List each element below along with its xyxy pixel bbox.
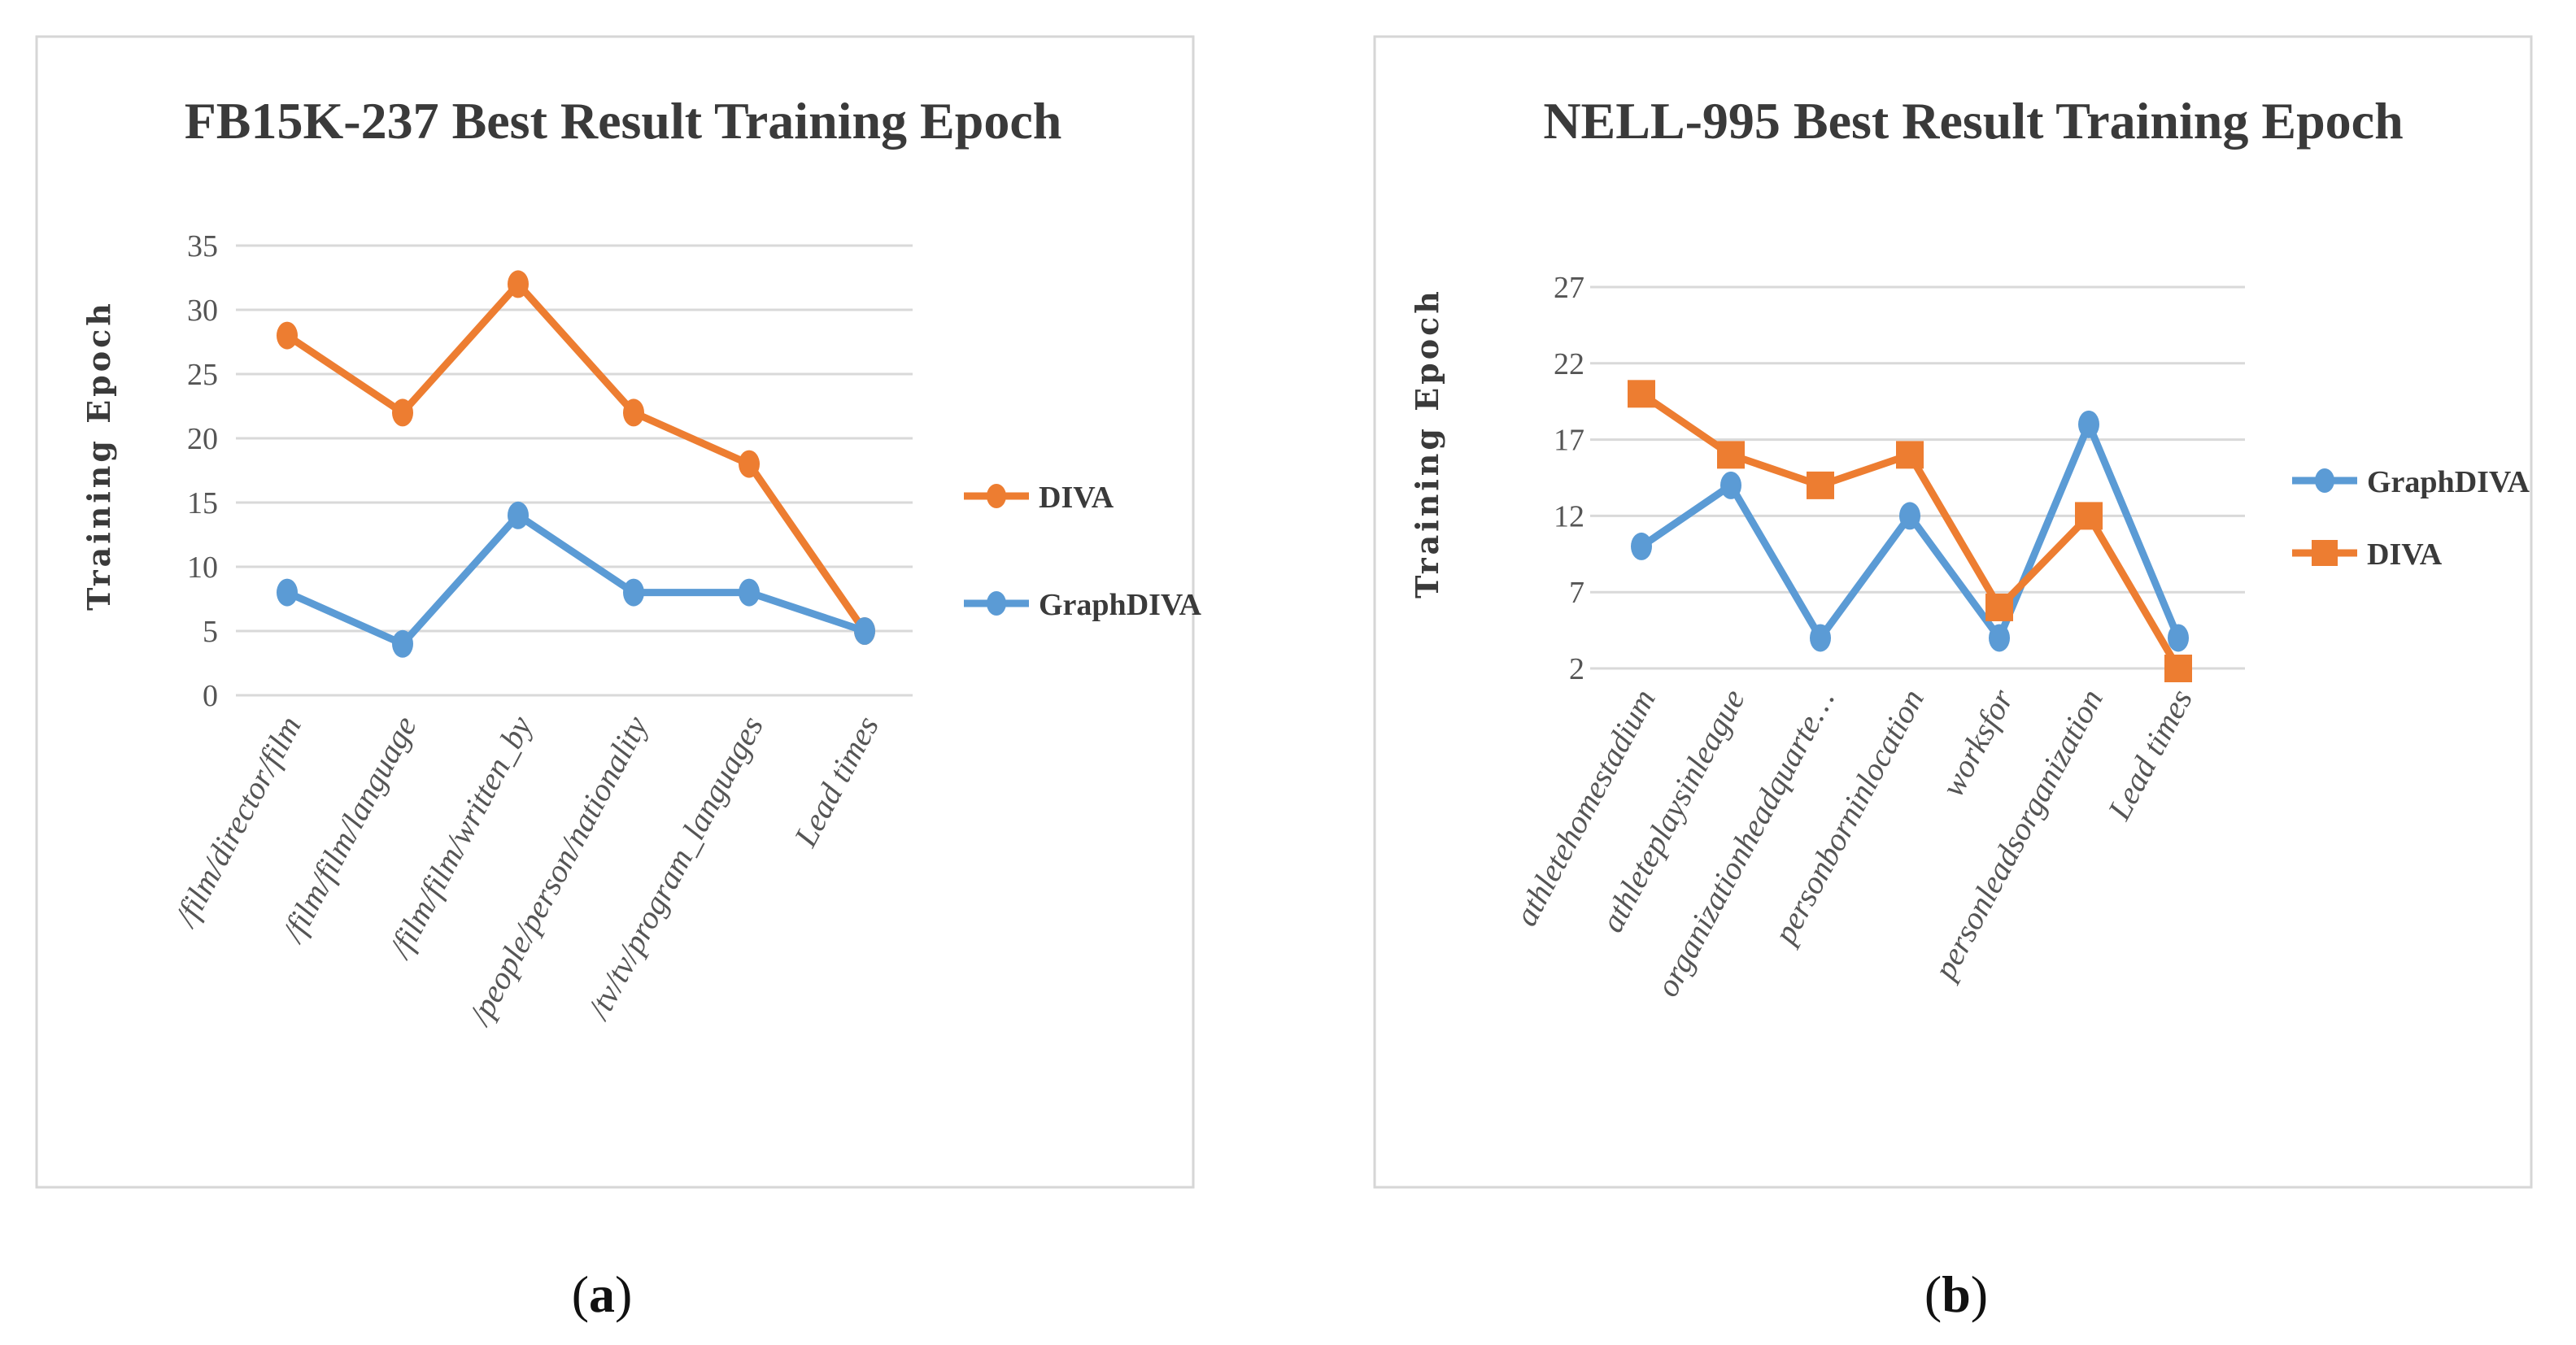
chart-title: NELL-995 Best Result Training Epoch xyxy=(1543,92,2403,150)
legend-item-graphdiva: GraphDIVA xyxy=(2292,465,2530,499)
data-point-diva xyxy=(1628,380,1655,408)
data-point-graphdiva xyxy=(1810,624,1831,652)
series-line-graphdiva xyxy=(283,511,869,648)
y-tick-label: 35 xyxy=(187,229,218,263)
panel-caption-letter: b xyxy=(1942,1265,1971,1323)
y-tick-label: 0 xyxy=(203,679,218,713)
data-point-graphdiva xyxy=(739,578,760,607)
data-point-diva xyxy=(1985,593,2013,621)
y-tick-label: 17 xyxy=(1554,424,1584,458)
legend: GraphDIVA DIVA xyxy=(2292,465,2530,572)
legend-label: DIVA xyxy=(1039,481,1114,515)
y-tick-label: 20 xyxy=(187,422,218,456)
y-tick-label: 22 xyxy=(1554,347,1584,381)
data-series xyxy=(277,270,875,658)
data-point-diva xyxy=(623,398,644,427)
data-point-diva xyxy=(2164,655,2192,682)
y-tick-label: 7 xyxy=(1569,576,1584,610)
data-series xyxy=(1628,380,2192,682)
y-tick-label: 25 xyxy=(187,358,218,392)
y-tick-label: 10 xyxy=(187,551,218,585)
y-tick-label: 5 xyxy=(203,615,218,649)
legend-marker xyxy=(987,591,1006,616)
chart-title: FB15K-237 Best Result Training Epoch xyxy=(185,92,1062,150)
legend-label: GraphDIVA xyxy=(1039,588,1201,622)
y-tick-label: 12 xyxy=(1554,499,1584,533)
data-point-graphdiva xyxy=(2168,624,2189,652)
y-tick-label: 30 xyxy=(187,294,218,328)
legend-item-diva: DIVA xyxy=(2292,538,2443,572)
chart-frame xyxy=(1373,35,2533,1189)
legend-item-diva: DIVA xyxy=(964,481,1114,515)
series-line-diva xyxy=(283,280,869,635)
legend-item-graphdiva: GraphDIVA xyxy=(964,588,1201,622)
data-point-graphdiva xyxy=(277,578,298,607)
legend: DIVA GraphDIVA xyxy=(964,481,1201,622)
data-point-graphdiva xyxy=(854,617,875,645)
data-point-diva xyxy=(508,270,529,298)
data-point-diva xyxy=(2075,502,2103,530)
legend-label: GraphDIVA xyxy=(2367,465,2530,499)
data-point-diva xyxy=(1896,441,1924,469)
chart-panel-b: NELL-995 Best Result Training Epoch Trai… xyxy=(1373,35,2533,1323)
y-axis-label: Training Epoch xyxy=(81,300,117,611)
data-point-graphdiva xyxy=(1989,624,2010,652)
legend-label: DIVA xyxy=(2367,538,2443,572)
panel-caption: (b) xyxy=(1924,1265,1988,1323)
data-point-graphdiva xyxy=(1631,532,1652,560)
data-point-diva xyxy=(392,398,413,427)
y-tick-label: 27 xyxy=(1554,271,1584,305)
chart-panel-a: FB15K-237 Best Result Training Epoch Tra… xyxy=(35,35,1201,1323)
panel-caption: (a) xyxy=(572,1265,633,1323)
legend-marker xyxy=(987,484,1006,508)
data-point-graphdiva xyxy=(623,578,644,607)
y-axis-label: Training Epoch xyxy=(1409,288,1445,599)
data-point-diva xyxy=(739,450,760,478)
legend-marker xyxy=(2312,540,2338,566)
y-tick-labels: 0 5 10 15 20 25 30 35 xyxy=(187,229,218,713)
data-point-graphdiva xyxy=(392,629,413,658)
panel-caption-letter: a xyxy=(589,1265,615,1323)
data-point-graphdiva xyxy=(1720,471,1741,499)
gridlines xyxy=(236,244,913,697)
data-point-diva xyxy=(277,321,298,350)
y-tick-label: 15 xyxy=(187,486,218,520)
legend-marker xyxy=(2315,468,2334,493)
data-point-diva xyxy=(1717,441,1745,469)
y-tick-label: 2 xyxy=(1569,652,1584,686)
data-point-diva xyxy=(1807,471,1834,499)
data-point-graphdiva xyxy=(2078,410,2099,438)
data-point-graphdiva xyxy=(508,501,529,529)
data-point-graphdiva xyxy=(1899,502,1920,530)
